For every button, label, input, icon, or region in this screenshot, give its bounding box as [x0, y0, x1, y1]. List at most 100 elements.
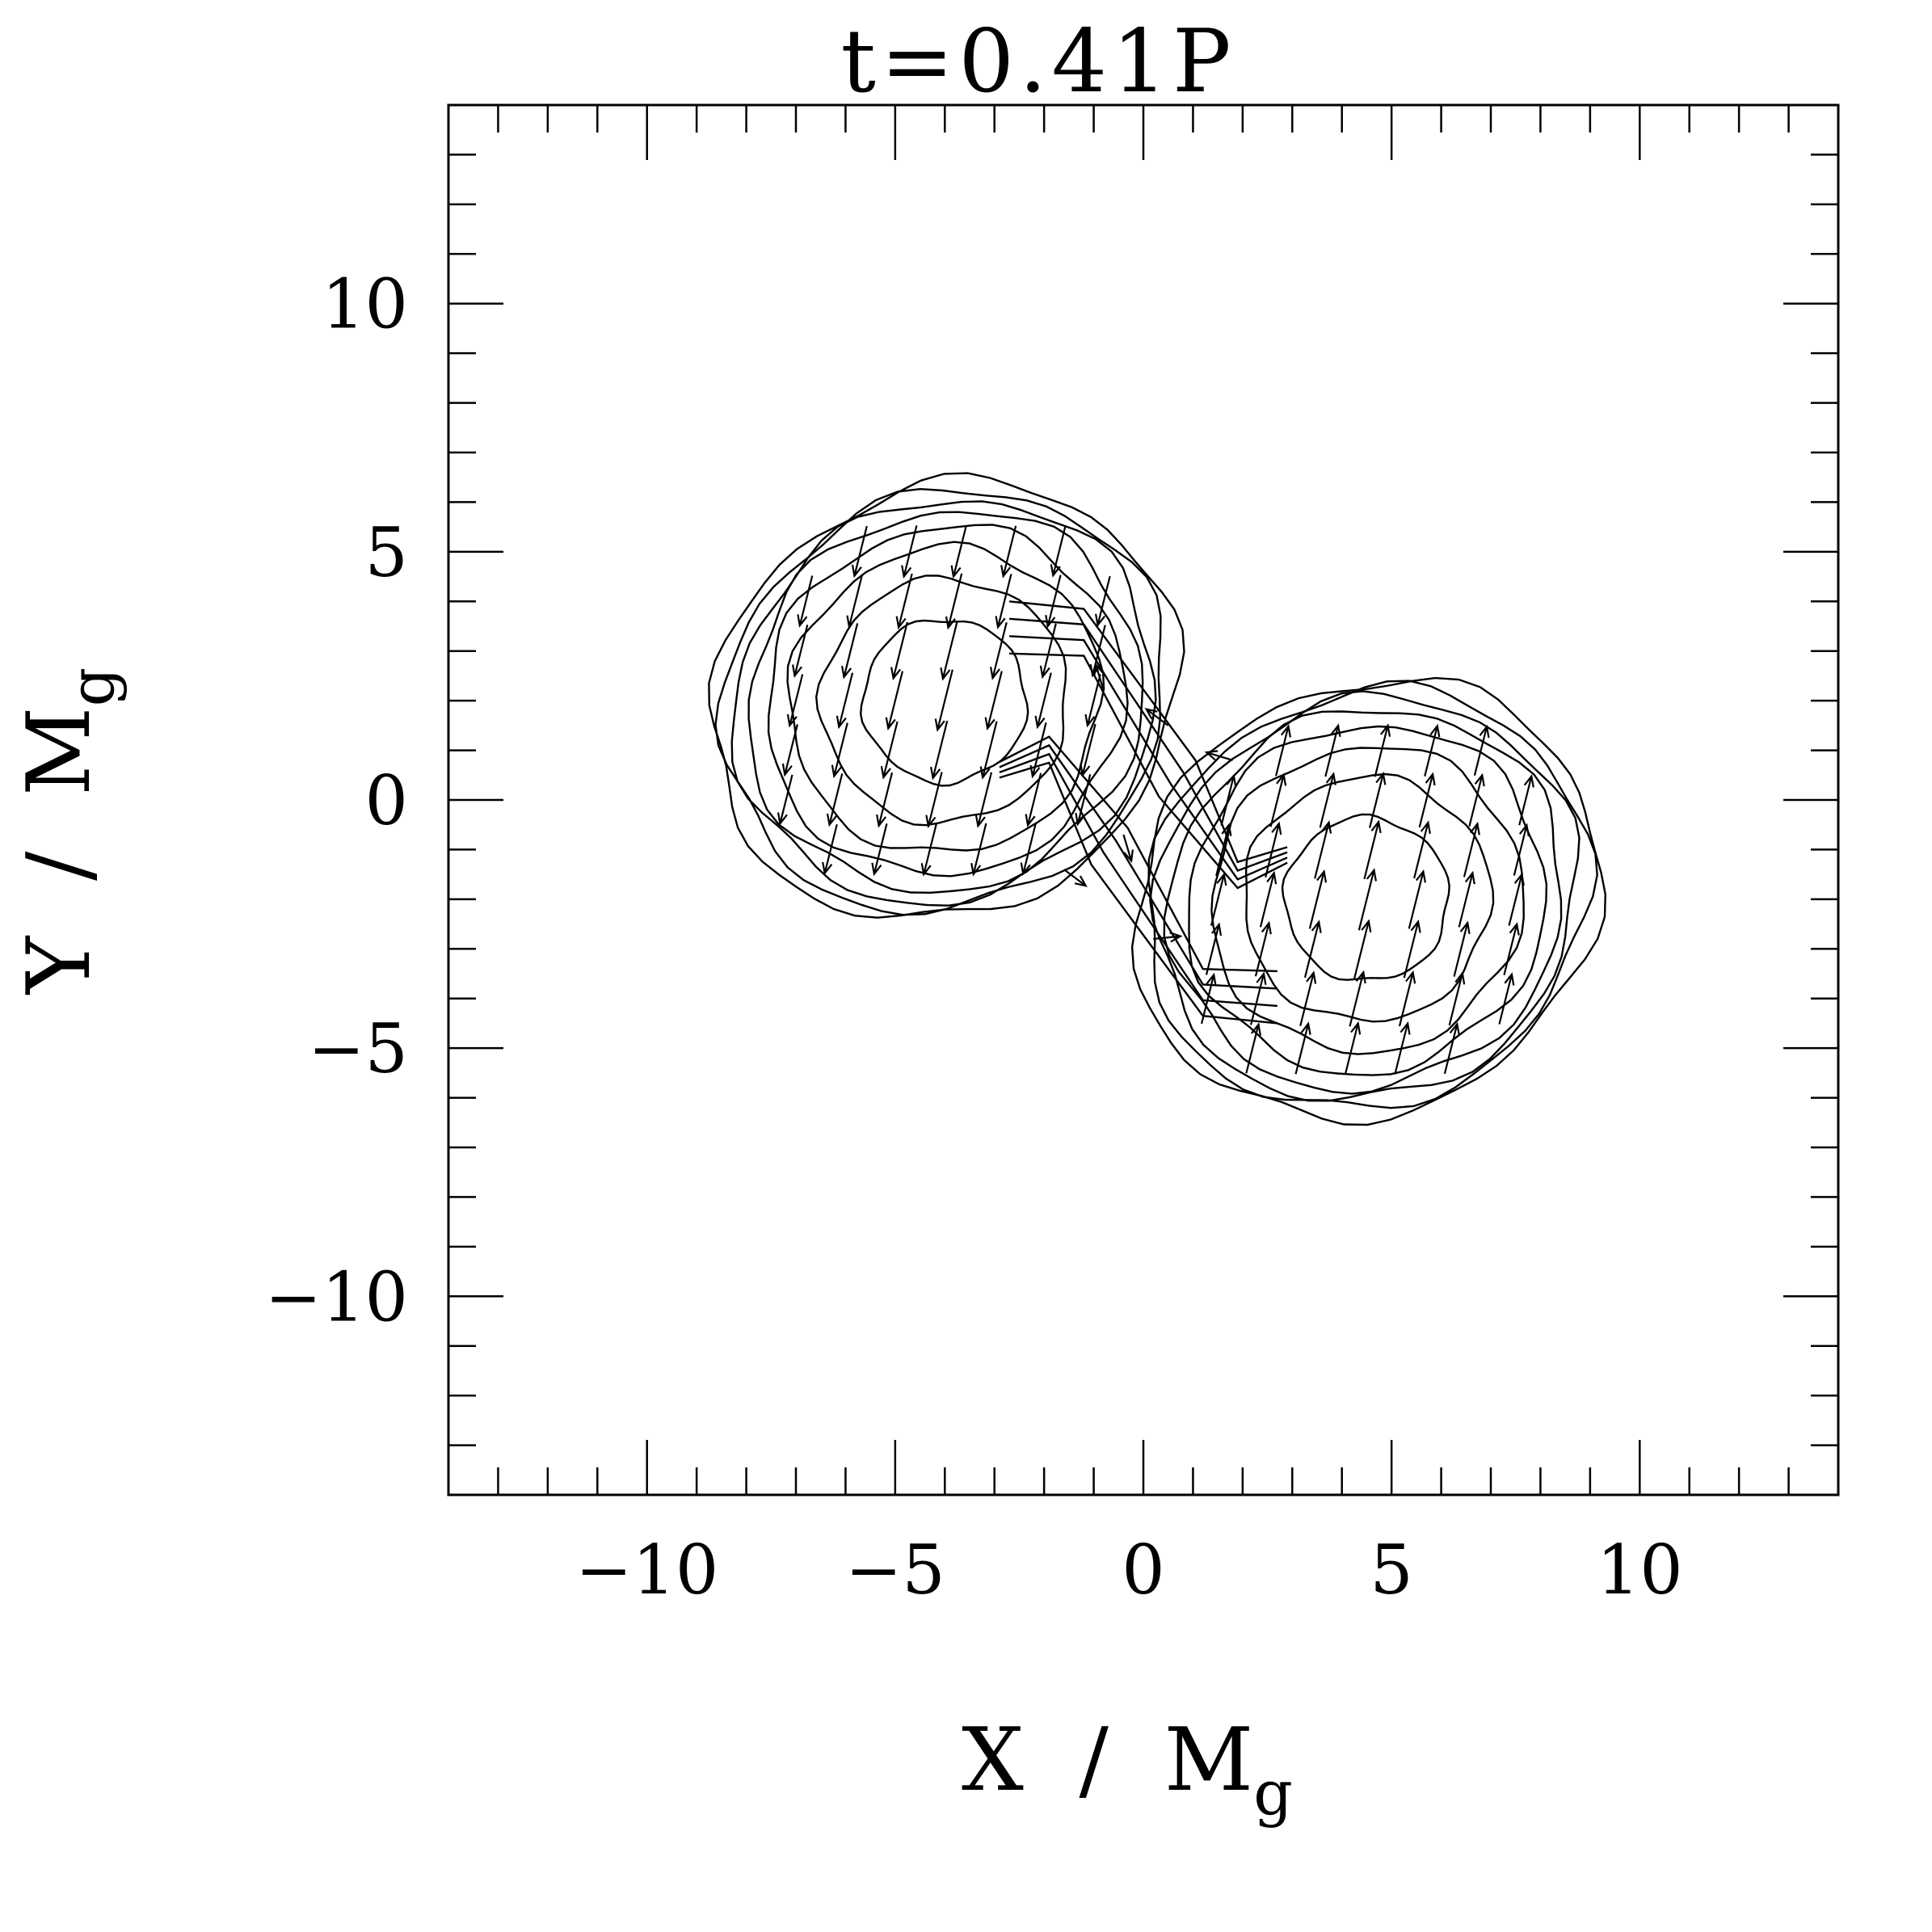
y-axis-label: Y / Mg — [9, 667, 128, 995]
x-tick-label: 0 — [1122, 1530, 1164, 1610]
contour-line — [1210, 747, 1525, 1055]
plot-frame — [447, 103, 1840, 1496]
velocity-arrow — [831, 722, 848, 779]
velocity-arrow — [1000, 525, 1017, 579]
velocity-arrow — [841, 623, 859, 680]
velocity-arrow — [1403, 919, 1421, 979]
velocity-arrow — [934, 669, 953, 732]
arrow-head — [1216, 872, 1227, 886]
arrow-head — [1375, 771, 1387, 785]
contour-line — [714, 487, 1162, 916]
arrow-head — [1400, 1021, 1411, 1035]
arrow-head — [1350, 1021, 1362, 1035]
arrow-shaft — [1453, 922, 1469, 977]
contour-line — [1244, 772, 1495, 1023]
arrow-shaft — [1424, 726, 1438, 777]
arrow-shaft — [991, 621, 1008, 679]
arrow-shaft — [843, 623, 859, 678]
arrow-shaft — [1443, 1023, 1458, 1075]
arrow-shaft — [982, 721, 998, 778]
arrow-head — [1045, 615, 1056, 629]
arrow-head — [1504, 972, 1515, 986]
arrow-head — [1449, 1021, 1460, 1036]
arrow-head — [1474, 772, 1485, 787]
velocity-arrow — [871, 823, 888, 877]
velocity-arrow — [940, 621, 958, 681]
arrow-head — [1405, 970, 1416, 984]
arrow-head — [1321, 820, 1332, 834]
arrow-shaft — [1394, 1023, 1409, 1075]
arrow-head — [1300, 1021, 1311, 1035]
arrow-shaft — [898, 573, 913, 628]
arrow-head — [1370, 819, 1382, 834]
arrow-shaft — [952, 524, 967, 577]
arrow-shaft — [1269, 774, 1285, 827]
velocity-arrow — [822, 824, 838, 876]
arrow-shaft — [923, 823, 938, 875]
velocity-arrow — [945, 573, 963, 630]
arrow-head — [1025, 814, 1036, 827]
velocity-arrow — [1144, 707, 1169, 726]
arrow-shaft — [1294, 1023, 1310, 1075]
contour-line — [1130, 676, 1607, 1126]
velocity-arrow — [1095, 575, 1111, 628]
velocity-arrow — [836, 672, 854, 730]
velocity-arrow — [979, 721, 998, 780]
arrow-shaft — [932, 720, 949, 779]
arrow-shaft — [1265, 823, 1280, 878]
velocity-arrow — [1254, 920, 1272, 977]
arrow-head — [1454, 970, 1466, 985]
arrow-head — [984, 717, 995, 731]
arrow-head — [1250, 1022, 1261, 1036]
arrow-shaft — [1408, 871, 1425, 929]
arrow-shaft — [793, 624, 809, 676]
velocity-arrow — [885, 671, 904, 731]
velocity-arrow — [1418, 772, 1436, 828]
arrow-shaft — [1403, 921, 1420, 979]
bridge-contour-line — [1008, 600, 1288, 864]
arrow-shaft — [1418, 773, 1434, 828]
velocity-arrow — [1369, 771, 1387, 828]
arrow-head — [1000, 565, 1012, 579]
arrow-shaft — [1036, 672, 1052, 727]
velocity-arrows — [777, 524, 1534, 1075]
arrow-head — [1380, 723, 1391, 737]
velocity-arrow — [890, 621, 909, 681]
arrow-shaft — [828, 773, 844, 826]
arrow-shaft — [941, 621, 958, 680]
arrow-shaft — [1206, 751, 1233, 761]
arrow-head — [1095, 613, 1106, 628]
arrow-head — [970, 863, 982, 877]
arrow-head — [974, 814, 986, 828]
arrow-head — [901, 565, 912, 579]
arrow-shaft — [1215, 824, 1230, 877]
x-axis-label-subscript: g — [1253, 1757, 1293, 1829]
arrow-shaft — [1095, 664, 1105, 692]
arrow-shaft — [1468, 774, 1484, 827]
velocity-arrow — [1204, 750, 1233, 761]
arrow-shaft — [1046, 575, 1062, 627]
arrow-head — [1330, 723, 1341, 737]
velocity-arrow — [1473, 724, 1490, 776]
velocity-arrow — [1063, 869, 1088, 887]
velocity-arrow — [1274, 724, 1291, 777]
contour-line — [708, 472, 1185, 919]
velocity-arrow — [1050, 526, 1067, 578]
arrow-head — [1518, 823, 1530, 837]
velocity-arrow — [1424, 723, 1441, 777]
y-tick-label: 0 — [365, 761, 408, 840]
arrow-shaft — [823, 824, 838, 873]
arrow-head — [1420, 820, 1431, 834]
arrow-shaft — [892, 621, 909, 679]
velocity-arrow — [846, 574, 864, 629]
arrow-shaft — [1518, 776, 1533, 826]
arrow-head — [1316, 869, 1328, 883]
arrow-shaft — [1096, 575, 1111, 625]
arrow-head — [836, 715, 847, 730]
arrow-shaft — [972, 823, 987, 875]
velocity-arrow — [1363, 819, 1382, 880]
arrow-shaft — [882, 721, 899, 778]
arrow-shaft — [853, 525, 868, 577]
arrow-head — [1280, 724, 1291, 738]
arrow-shaft — [937, 669, 953, 730]
